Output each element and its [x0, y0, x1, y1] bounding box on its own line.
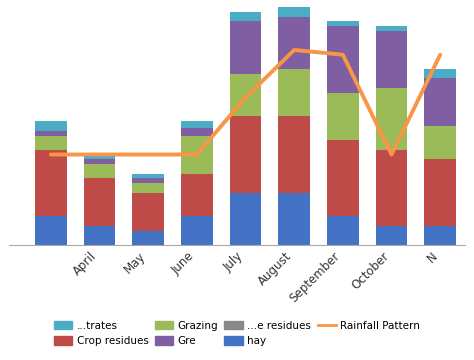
- Bar: [376, 26, 407, 31]
- Bar: [327, 26, 359, 93]
- Bar: [35, 135, 67, 150]
- Bar: [424, 159, 456, 226]
- Bar: [278, 69, 310, 117]
- Bar: [376, 88, 407, 150]
- Bar: [181, 216, 213, 245]
- Bar: [35, 150, 67, 216]
- Bar: [327, 216, 359, 245]
- Bar: [84, 226, 115, 245]
- Bar: [424, 69, 456, 78]
- Bar: [424, 126, 456, 159]
- Bar: [230, 193, 261, 245]
- Bar: [35, 121, 67, 131]
- Bar: [181, 129, 213, 135]
- Bar: [181, 121, 213, 129]
- Bar: [278, 193, 310, 245]
- Bar: [376, 226, 407, 245]
- Bar: [84, 159, 115, 164]
- Bar: [181, 174, 213, 216]
- Bar: [376, 150, 407, 226]
- Legend: ...trates, Crop residues, Grazing, Gre, ...e residues, hay, Rainfall Pattern: ...trates, Crop residues, Grazing, Gre, …: [49, 316, 425, 350]
- Bar: [230, 74, 261, 117]
- Bar: [230, 12, 261, 22]
- Bar: [278, 17, 310, 69]
- Bar: [424, 78, 456, 126]
- Bar: [132, 193, 164, 230]
- Bar: [278, 7, 310, 17]
- Bar: [84, 154, 115, 159]
- Bar: [132, 183, 164, 193]
- Bar: [84, 164, 115, 178]
- Bar: [327, 140, 359, 216]
- Bar: [376, 31, 407, 88]
- Bar: [327, 93, 359, 140]
- Bar: [327, 22, 359, 26]
- Bar: [35, 131, 67, 135]
- Bar: [35, 216, 67, 245]
- Bar: [181, 135, 213, 174]
- Bar: [230, 22, 261, 74]
- Bar: [132, 174, 164, 178]
- Bar: [424, 226, 456, 245]
- Bar: [84, 178, 115, 226]
- Bar: [278, 117, 310, 193]
- Bar: [132, 230, 164, 245]
- Bar: [132, 178, 164, 183]
- Bar: [230, 117, 261, 193]
